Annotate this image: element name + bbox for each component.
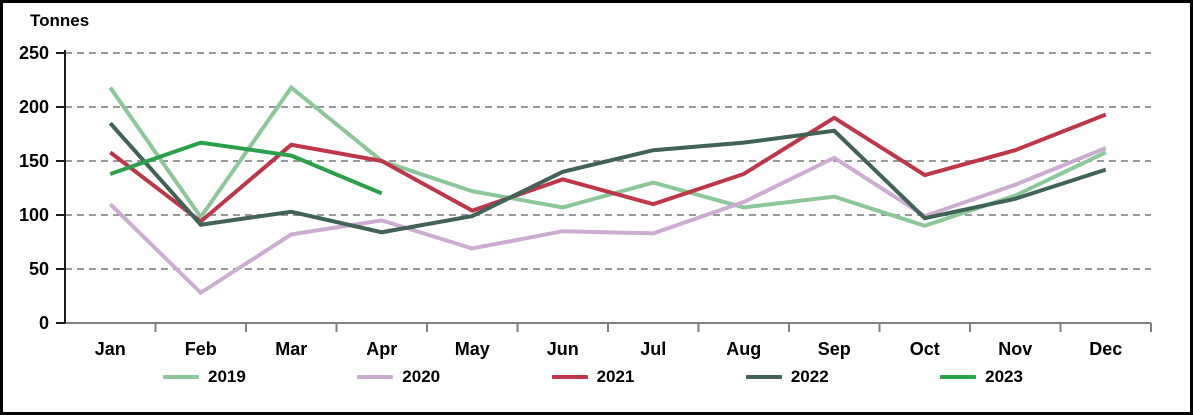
legend-label: 2021 <box>596 367 635 386</box>
series-line-2023 <box>109 140 383 196</box>
legend-label: 2020 <box>402 367 441 386</box>
line-chart-canvas: 0 50 100 150 200 250 Jan Feb Mar Apr May Jun Jul Aug S… <box>19 43 1152 359</box>
legend-label: 2022 <box>790 367 829 386</box>
series-line-2019 <box>108 84 1107 228</box>
x-tick-label: Apr <box>366 339 397 359</box>
x-tick-label: Sep <box>818 339 851 359</box>
legend-label: 2019 <box>208 367 246 386</box>
series-line-2022 <box>108 121 1107 235</box>
x-tick-label: Aug <box>726 339 761 359</box>
x-tick-label: Mar <box>275 339 307 359</box>
y-tick-label: 100 <box>19 205 49 225</box>
legend-swatch-2022 <box>745 374 782 379</box>
y-tick-label: 0 <box>39 313 49 333</box>
legend-item-2023: 2023 <box>940 368 1023 385</box>
y-tick-label: 50 <box>29 259 49 279</box>
legend-item-2019: 2019 <box>163 368 246 385</box>
x-tick-label: Jan <box>95 339 126 359</box>
x-tick-label: Jul <box>640 339 666 359</box>
legend-swatch-2020 <box>357 374 394 379</box>
x-tick-label: Oct <box>910 339 940 359</box>
y-axis-title: Tonnes <box>30 11 90 30</box>
x-tick-label: Jun <box>547 339 579 359</box>
series-line-2021 <box>109 112 1107 225</box>
legend-item-2020: 2020 <box>357 368 440 385</box>
legend-swatch-2019 <box>163 374 199 379</box>
legend-item-2022: 2022 <box>745 367 829 386</box>
x-tick-label: May <box>455 339 490 359</box>
y-tick-label: 200 <box>19 97 49 117</box>
legend-item-2021: 2021 <box>551 367 635 386</box>
legend-swatch-2023 <box>940 374 977 379</box>
series-line-2020 <box>108 146 1107 296</box>
x-tick-label: Dec <box>1089 339 1122 359</box>
y-tick-label: 250 <box>19 43 49 63</box>
y-tick-label: 150 <box>19 151 49 171</box>
x-tick-label: Feb <box>185 339 217 359</box>
legend-label: 2023 <box>985 367 1023 386</box>
legend-swatch-2021 <box>551 374 588 379</box>
x-tick-label: Nov <box>998 339 1032 359</box>
legend: 2019 2020 2021 2022 2023 <box>163 368 1023 385</box>
